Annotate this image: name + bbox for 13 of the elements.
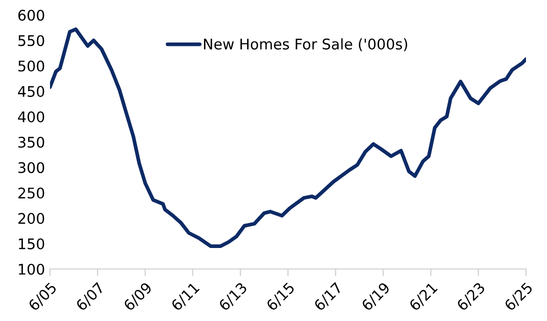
y-tick-label: 200 [18, 212, 44, 224]
y-tick-label: 400 [18, 111, 44, 122]
y-tick-label: 450 [18, 86, 44, 97]
y-tick-label: 150 [18, 238, 44, 250]
y-tick-label: 500 [18, 60, 44, 72]
y-tick-label: 550 [18, 35, 44, 46]
y-tick-label: 350 [18, 136, 44, 148]
y-tick-label: 300 [18, 162, 44, 174]
y-tick-label: 600 [18, 10, 44, 21]
y-tick-label: 250 [18, 188, 44, 199]
y-tick-label: 100 [18, 264, 44, 275]
legend-label: New Homes For Sale ('000s) [204, 38, 408, 52]
line-series [50, 27, 526, 248]
